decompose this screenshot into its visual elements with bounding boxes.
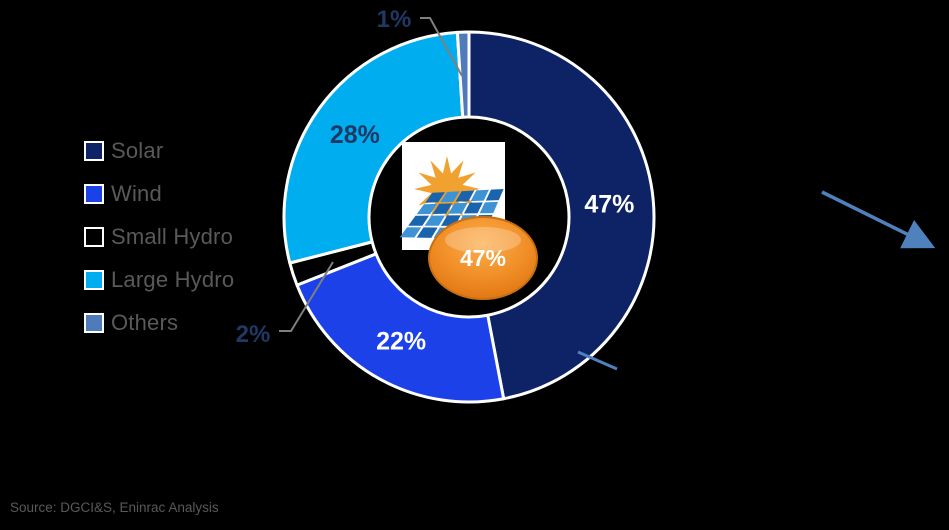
slice-label-small-hydro: 2% [236,321,271,348]
slice-label-others: 1% [377,6,412,33]
center-badge-gloss [445,227,521,253]
legend-label: Small Hydro [111,224,234,249]
leader-line-others [420,17,463,77]
sun-icon [414,156,480,222]
slice-label-solar: 47% [584,191,634,219]
chart-legend: Solar Wind Small Hydro Large Hydro Others [84,129,234,344]
trend-arrow [821,190,936,249]
legend-item-others: Others [84,301,234,344]
solar-panel-cell [440,191,460,203]
slice-label-large-hydro: 28% [330,121,380,149]
center-badge [428,216,538,300]
source-note: Source: DGCI&S, Eninrac Analysis [10,500,219,515]
legend-item-small-hydro: Small Hydro [84,215,234,258]
legend-label: Wind [111,181,162,206]
legend-label: Others [111,310,179,335]
solar-panel-cell [455,190,475,202]
solar-panel-cell [416,203,438,215]
slice-label-wind: 22% [376,328,426,356]
donut-slice-solar [467,30,656,401]
solar-panel-cell [464,202,483,214]
legend-label: Solar [111,138,164,163]
solar-panel-cell [432,203,453,214]
legend-swatch-icon [84,140,104,161]
legend-swatch-icon [84,226,104,247]
callout-stub-line [577,350,618,371]
donut-slice-large-hydro [282,30,465,265]
legend-item-solar: Solar [84,129,234,172]
solar-panel-cell [479,201,498,214]
donut-slice-others [455,30,471,119]
legend-swatch-icon [84,269,104,290]
solar-panel-cell [416,227,438,238]
donut-slice-wind [295,252,506,404]
solar-panel-cell [485,189,504,201]
solar-panel-cell [399,227,422,238]
leader-line-small-hydro [279,261,334,332]
legend-item-wind: Wind [84,172,234,215]
solar-panel-cell [408,215,430,226]
legend-swatch-icon [84,312,104,333]
solar-panel-cell [448,202,468,214]
center-badge-value: 47% [460,245,506,271]
legend-label: Large Hydro [111,267,235,292]
legend-swatch-icon [84,183,104,204]
solar-panel-cell [425,192,445,203]
legend-item-large-hydro: Large Hydro [84,258,234,301]
solar-panel-cell [470,189,489,202]
solar-panel-cell [424,215,445,226]
